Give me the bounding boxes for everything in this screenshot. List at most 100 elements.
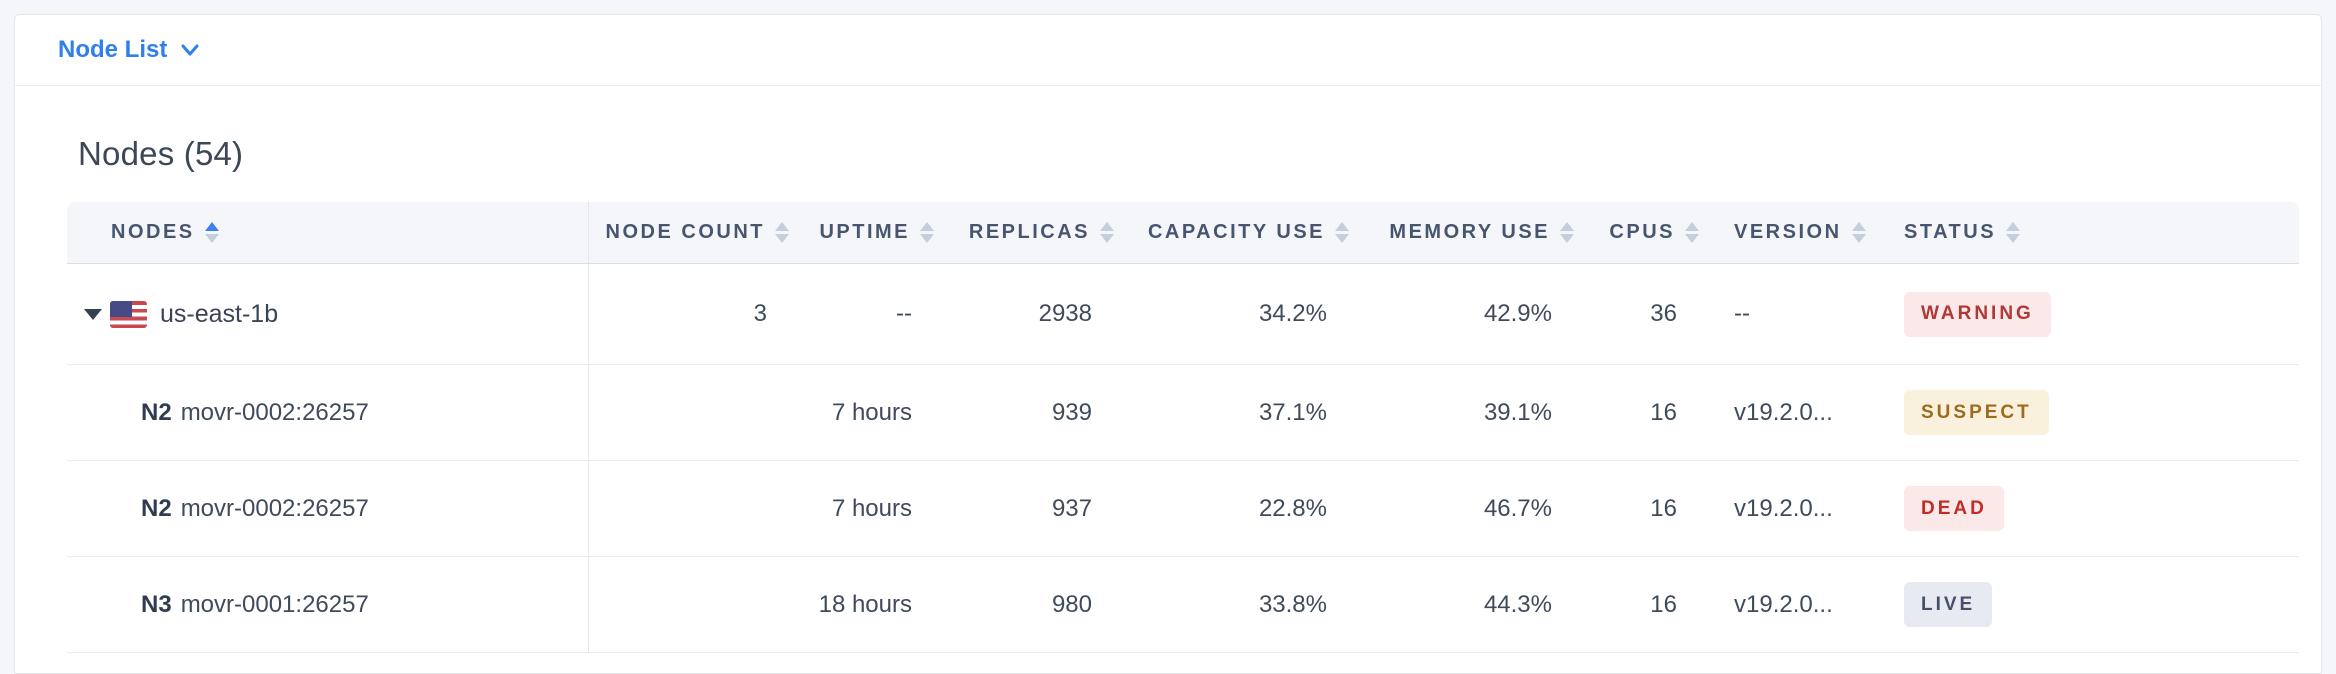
- region-name: us-east-1b: [160, 299, 279, 328]
- sort-down-icon: [204, 234, 219, 243]
- node-id: N2: [141, 398, 172, 426]
- column-header-capacity_use[interactable]: CAPACITY USE: [1114, 202, 1349, 263]
- sort-up-icon: [1685, 222, 1699, 231]
- sort-down-icon: [920, 234, 934, 243]
- column-header-name[interactable]: NODES: [67, 202, 589, 263]
- cell-uptime: --: [896, 300, 912, 327]
- column-header-label: MEMORY USE: [1389, 221, 1550, 243]
- sort-arrows-icon[interactable]: [1335, 222, 1349, 243]
- cell-replicas: 980: [1051, 590, 1092, 618]
- sort-up-icon: [2006, 222, 2021, 231]
- page-title: Nodes (54): [78, 135, 244, 172]
- column-header-label: STATUS: [1904, 221, 1997, 243]
- cell-memory_use: 42.9%: [1483, 300, 1552, 327]
- sort-down-icon: [2006, 234, 2021, 243]
- column-header-label: NODES: [111, 221, 195, 243]
- cell-replicas: 939: [1051, 398, 1092, 426]
- cell-capacity_use: 33.8%: [1258, 590, 1327, 618]
- sort-up-icon: [204, 222, 219, 231]
- table-row-node[interactable]: N2 movr-0002:26257 7 hours 937 22.8% 46.7% 16 v…: [67, 461, 2299, 557]
- cell-capacity_use: 34.2%: [1258, 300, 1327, 327]
- table-row-node[interactable]: N2 movr-0002:26257 7 hours 939 37.1% 39.1% 16 v…: [67, 365, 2299, 461]
- cell-node_count: [589, 365, 789, 460]
- nodes-table: NODES NODE COUNT UPTIME REPLICAS CAPACITY US…: [67, 202, 2299, 653]
- view-switcher-bar: Node List: [15, 15, 2321, 86]
- column-header-status[interactable]: STATUS: [1874, 202, 2299, 263]
- sort-up-icon: [775, 222, 789, 231]
- node-list-card: Node List Nodes (54) NODES NODE COUNT UPTI…: [14, 14, 2322, 674]
- sort-arrows-icon[interactable]: [2006, 222, 2021, 243]
- column-header-label: VERSION: [1734, 221, 1842, 243]
- sort-up-icon: [1100, 222, 1114, 231]
- table-header-row: NODES NODE COUNT UPTIME REPLICAS CAPACITY US…: [67, 202, 2299, 264]
- sort-arrows-icon[interactable]: [1851, 222, 1866, 243]
- column-header-uptime[interactable]: UPTIME: [789, 202, 934, 263]
- cell-version: v19.2.0...: [1734, 398, 1833, 426]
- sort-down-icon: [1335, 234, 1349, 243]
- cell-uptime: 18 hours: [818, 590, 912, 618]
- sort-down-icon: [1685, 234, 1699, 243]
- cell-uptime: 7 hours: [831, 494, 912, 522]
- sort-arrows-icon[interactable]: [1560, 222, 1574, 243]
- cell-node_count: 3: [753, 300, 767, 327]
- column-header-replicas[interactable]: REPLICAS: [934, 202, 1114, 263]
- cell-node_count: [589, 557, 789, 652]
- node-id: N2: [141, 494, 172, 522]
- status-badge: SUSPECT: [1904, 390, 2049, 435]
- node-address: movr-0002:26257: [180, 398, 369, 426]
- view-dropdown[interactable]: Node List: [58, 36, 199, 64]
- sort-up-icon: [1335, 222, 1349, 231]
- node-address: movr-0001:26257: [180, 590, 369, 618]
- sort-arrows-icon[interactable]: [204, 222, 219, 243]
- sort-up-icon: [1560, 222, 1574, 231]
- sort-down-icon: [1560, 234, 1574, 243]
- cell-uptime: 7 hours: [831, 398, 912, 426]
- table-row-region[interactable]: us-east-1b 3 -- 2938 34.2% 42.9% 36 -- WARNING: [67, 264, 2299, 365]
- column-header-label: CPUS: [1609, 221, 1675, 243]
- view-dropdown-label: Node List: [58, 36, 168, 63]
- status-badge: LIVE: [1904, 582, 1993, 627]
- cell-status: DEAD: [1874, 461, 2299, 556]
- column-header-label: UPTIME: [819, 221, 910, 243]
- status-badge: WARNING: [1904, 291, 2051, 337]
- sort-arrows-icon[interactable]: [920, 222, 934, 243]
- cell-name: N2 movr-0002:26257: [67, 365, 589, 460]
- column-header-label: REPLICAS: [968, 221, 1090, 243]
- cell-cpus: 16: [1650, 590, 1677, 618]
- table-body: us-east-1b 3 -- 2938 34.2% 42.9% 36 -- WARNING N2…: [67, 264, 2299, 653]
- column-header-version[interactable]: VERSION: [1699, 202, 1874, 263]
- cell-version: v19.2.0...: [1734, 590, 1833, 618]
- column-header-label: CAPACITY USE: [1147, 221, 1325, 243]
- cell-name: N2 movr-0002:26257: [67, 461, 589, 556]
- cell-capacity_use: 37.1%: [1258, 398, 1327, 426]
- expand-caret-icon[interactable]: [84, 308, 102, 320]
- sort-arrows-icon[interactable]: [775, 222, 789, 243]
- sort-up-icon: [920, 222, 934, 231]
- node-address: movr-0002:26257: [180, 494, 369, 522]
- column-header-memory_use[interactable]: MEMORY USE: [1349, 202, 1574, 263]
- cell-replicas: 937: [1051, 494, 1092, 522]
- chevron-down-icon: [181, 44, 199, 56]
- table-row-node[interactable]: N3 movr-0001:26257 18 hours 980 33.8% 44.3% 16…: [67, 557, 2299, 653]
- column-header-node_count[interactable]: NODE COUNT: [589, 202, 789, 263]
- cell-status: WARNING: [1874, 264, 2299, 364]
- cell-memory_use: 46.7%: [1483, 494, 1552, 522]
- cell-replicas: 2938: [1038, 300, 1092, 327]
- main-content: Nodes (54) NODES NODE COUNT UPTIME REPLICAS…: [15, 135, 2321, 653]
- cell-cpus: 36: [1650, 300, 1677, 327]
- sort-down-icon: [1851, 234, 1866, 243]
- column-header-cpus[interactable]: CPUS: [1574, 202, 1699, 263]
- cell-node_count: [589, 461, 789, 556]
- sort-arrows-icon[interactable]: [1100, 222, 1114, 243]
- node-id: N3: [141, 590, 172, 618]
- sort-arrows-icon[interactable]: [1685, 222, 1699, 243]
- cell-version: --: [1734, 300, 1750, 327]
- cell-memory_use: 44.3%: [1483, 590, 1552, 618]
- sort-up-icon: [1851, 222, 1866, 231]
- sort-down-icon: [775, 234, 789, 243]
- cell-version: v19.2.0...: [1734, 494, 1833, 522]
- cell-capacity_use: 22.8%: [1258, 494, 1327, 522]
- sort-down-icon: [1100, 234, 1114, 243]
- cell-cpus: 16: [1650, 398, 1677, 426]
- column-header-label: NODE COUNT: [605, 221, 765, 243]
